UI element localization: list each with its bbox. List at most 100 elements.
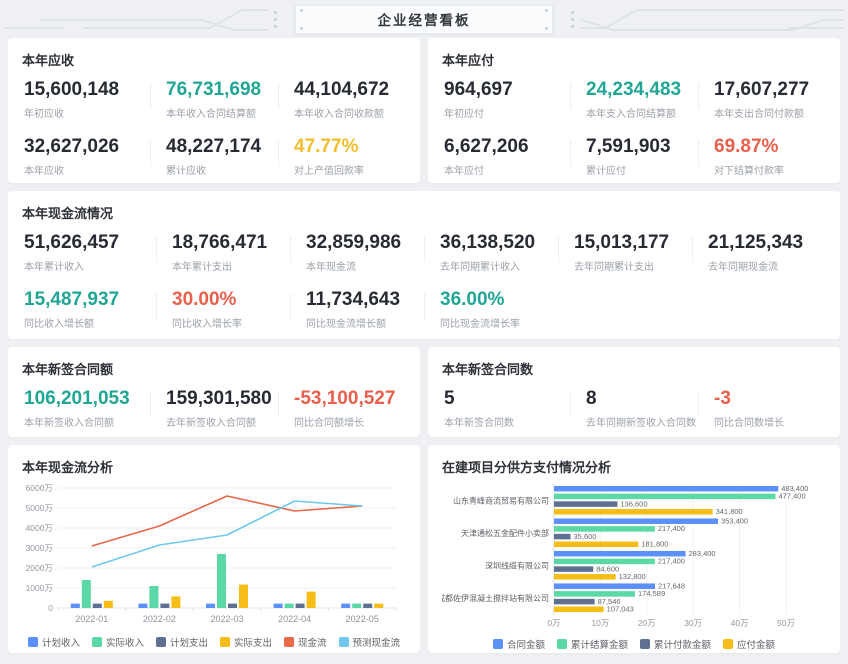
stat-本年新签合同数: 5 本年新签合同数 — [442, 388, 570, 429]
legend-item-实际收入[interactable]: 实际收入 — [91, 635, 144, 649]
svg-text:深圳线缆有限公司: 深圳线缆有限公司 — [485, 560, 549, 570]
stat-value: 18,766,471 — [172, 232, 268, 253]
stat-value: 15,487,937 — [24, 289, 120, 310]
svg-text:84,600: 84,600 — [596, 564, 619, 573]
svg-text:217,400: 217,400 — [658, 557, 685, 566]
legend-item-应付金额[interactable]: 应付金额 — [723, 637, 775, 651]
legend-label: 预测现金流 — [352, 638, 401, 649]
stat-去年同期累计收入: 36,138,520 去年同期累计收入 — [424, 232, 558, 273]
stat-本年新签收入合同额: 106,201,053 本年新签收入合同额 — [22, 388, 150, 429]
stat-本年收入合同收款额: 44,104,672 本年收入合同收款额 — [278, 79, 406, 120]
stat-label: 本年应收 — [24, 166, 64, 177]
stat-label: 去年同期新签收入合同数 — [586, 418, 696, 429]
legend-swatch — [284, 637, 295, 647]
svg-text:136,600: 136,600 — [620, 499, 647, 508]
stat-对下结算付款率: 69.87% 对下结算付款率 — [698, 136, 826, 177]
svg-text:成都佐伊混凝土搅拌站有限公司: 成都佐伊混凝土搅拌站有限公司 — [442, 593, 549, 603]
stat-row: 964,697 年初应付 24,234,483 本年支入合同结算额 17,607,277… — [442, 79, 826, 120]
cashflow-chart-title: 本年现金流分析 — [22, 460, 114, 475]
cashflow-stats: 51,626,457 本年累计收入 18,766,471 本年累计支出 32,859,9… — [22, 232, 826, 330]
stat-value: 30.00% — [172, 289, 237, 310]
header-circuit-left-decoration — [5, 9, 277, 31]
stat-label: 同比合同数增长 — [714, 418, 784, 429]
stat-本年现金流: 32,859,986 本年现金流 — [290, 232, 424, 273]
stat-本年应收: 32,627,026 本年应收 — [22, 136, 150, 177]
legend-item-累计结算金额[interactable]: 累计结算金额 — [556, 637, 628, 651]
stat-value: 6,627,206 — [444, 136, 529, 157]
svg-text:2022-02: 2022-02 — [143, 614, 176, 624]
legend-item-累计付款金额[interactable]: 累计付款金额 — [640, 637, 711, 651]
legend-swatch — [338, 637, 349, 647]
title-corner-dot — [545, 26, 548, 30]
title-corner-dot — [300, 26, 303, 30]
stat-value: 69.87% — [714, 136, 779, 157]
stat-label: 同比收入增长额 — [24, 319, 94, 330]
svg-text:217,648: 217,648 — [658, 581, 685, 590]
card-new-contract-count-title: 本年新签合同数 — [442, 362, 534, 377]
card-new-contract-amount: 本年新签合同额 106,201,053 本年新签收入合同额 159,301,580 去… — [8, 347, 420, 437]
cashflow-analysis-chart: 0 1000万 2000万 3000万 4000万 5000万 6000万 2022-01 20… — [22, 480, 406, 649]
legend-item-合同金额[interactable]: 合同金额 — [492, 637, 545, 651]
stat-label: 本年应付 — [444, 166, 484, 177]
legend-swatch — [556, 639, 567, 649]
legend-label: 累计付款金额 — [654, 640, 712, 651]
stat-label: 去年同期累计收入 — [440, 262, 520, 273]
stat-value: 47.77% — [294, 136, 359, 157]
legend-swatch — [220, 637, 230, 647]
stat-label: 累计应收 — [166, 166, 206, 177]
stat-label: 年初应付 — [444, 109, 484, 120]
stat-value: -53,100,527 — [294, 388, 396, 409]
dashboard-title-box: 企业经营看板 — [295, 4, 553, 34]
stat-value: 36,138,520 — [440, 232, 536, 253]
stat-value: 44,104,672 — [294, 79, 390, 100]
stat-去年同期累计支出: 15,013,177 去年同期累计支出 — [558, 232, 692, 273]
stat-label: 同比现金流增长率 — [440, 319, 520, 330]
stat-value: 24,234,483 — [586, 79, 682, 100]
page-header: 企业经营看板 — [0, 0, 848, 38]
payable-stats: 964,697 年初应付 24,234,483 本年支入合同结算额 17,607,277… — [442, 79, 826, 177]
legend-item-实际支出[interactable]: 实际支出 — [220, 635, 272, 649]
stat-同比合同额增长: -53,100,527 同比合同额增长 — [278, 388, 406, 429]
stat-label: 本年收入合同收款额 — [294, 109, 384, 120]
svg-text:217,400: 217,400 — [658, 524, 685, 533]
stat-label: 去年新签收入合同额 — [166, 418, 256, 429]
legend-swatch — [492, 639, 503, 649]
stat-label: 本年新签合同数 — [444, 418, 514, 429]
stat-label: 本年收入合同结算额 — [166, 109, 256, 120]
stat-value: 76,731,698 — [166, 79, 262, 100]
stat-value: 32,627,026 — [24, 136, 120, 157]
stat-label: 本年支出合同付款额 — [714, 109, 804, 120]
legend-label: 计划收入 — [41, 638, 80, 649]
legend-label: 实际收入 — [105, 638, 144, 649]
legend-item-计划支出[interactable]: 计划支出 — [155, 635, 208, 649]
svg-text:50万: 50万 — [777, 618, 795, 628]
cashflow-chart-canvas: 0 1000万 2000万 3000万 4000万 5000万 6000万 2022-01 20… — [26, 483, 397, 624]
legend-item-现金流[interactable]: 现金流 — [284, 635, 327, 649]
stat-value: 51,626,457 — [24, 232, 120, 253]
svg-text:2022-01: 2022-01 — [75, 614, 108, 624]
svg-text:35,600: 35,600 — [574, 532, 597, 541]
svg-text:0: 0 — [48, 603, 53, 613]
page-title: 企业经营看板 — [377, 13, 471, 28]
legend-item-计划收入[interactable]: 计划收入 — [27, 635, 80, 649]
legend-swatch — [27, 637, 38, 647]
stat-label: 累计应付 — [586, 166, 626, 177]
legend-swatch — [91, 637, 102, 647]
card-supplier-payment-chart: 在建项目分供方支付情况分析 0万 10万 20万 30万 40万 50万 483,400 47… — [428, 445, 840, 653]
svg-text:1000万: 1000万 — [26, 583, 53, 593]
stat-去年同期新签收入合同数: 8 去年同期新签收入合同数 — [570, 388, 698, 429]
stat-本年累计支出: 18,766,471 本年累计支出 — [156, 232, 290, 273]
stat-row: 32,627,026 本年应收 48,227,174 累计应收 47.77% 对上产值回款… — [22, 136, 406, 177]
legend-label: 计划支出 — [169, 638, 208, 649]
stat-label: 对下结算付款率 — [714, 166, 784, 177]
stat-本年支入合同结算额: 24,234,483 本年支入合同结算额 — [570, 79, 698, 120]
stat-row: 106,201,053 本年新签收入合同额 159,301,580 去年新签收入合同额… — [22, 388, 406, 429]
dashboard-body: 本年应收 15,600,148 年初应收 76,731,698 本年收入合同结算额 44… — [0, 38, 848, 661]
stat-去年新签收入合同额: 159,301,580 去年新签收入合同额 — [150, 388, 278, 429]
stat-年初应付: 964,697 年初应付 — [442, 79, 570, 120]
legend-item-预测现金流[interactable]: 预测现金流 — [338, 635, 401, 649]
card-payable: 本年应付 964,697 年初应付 24,234,483 本年支入合同结算额 17,60… — [428, 38, 840, 183]
stat-label: 本年现金流 — [306, 262, 356, 273]
card-cashflow-overview: 本年现金流情况 51,626,457 本年累计收入 18,766,471 本年累计支出… — [8, 191, 840, 339]
legend-swatch — [640, 639, 650, 649]
